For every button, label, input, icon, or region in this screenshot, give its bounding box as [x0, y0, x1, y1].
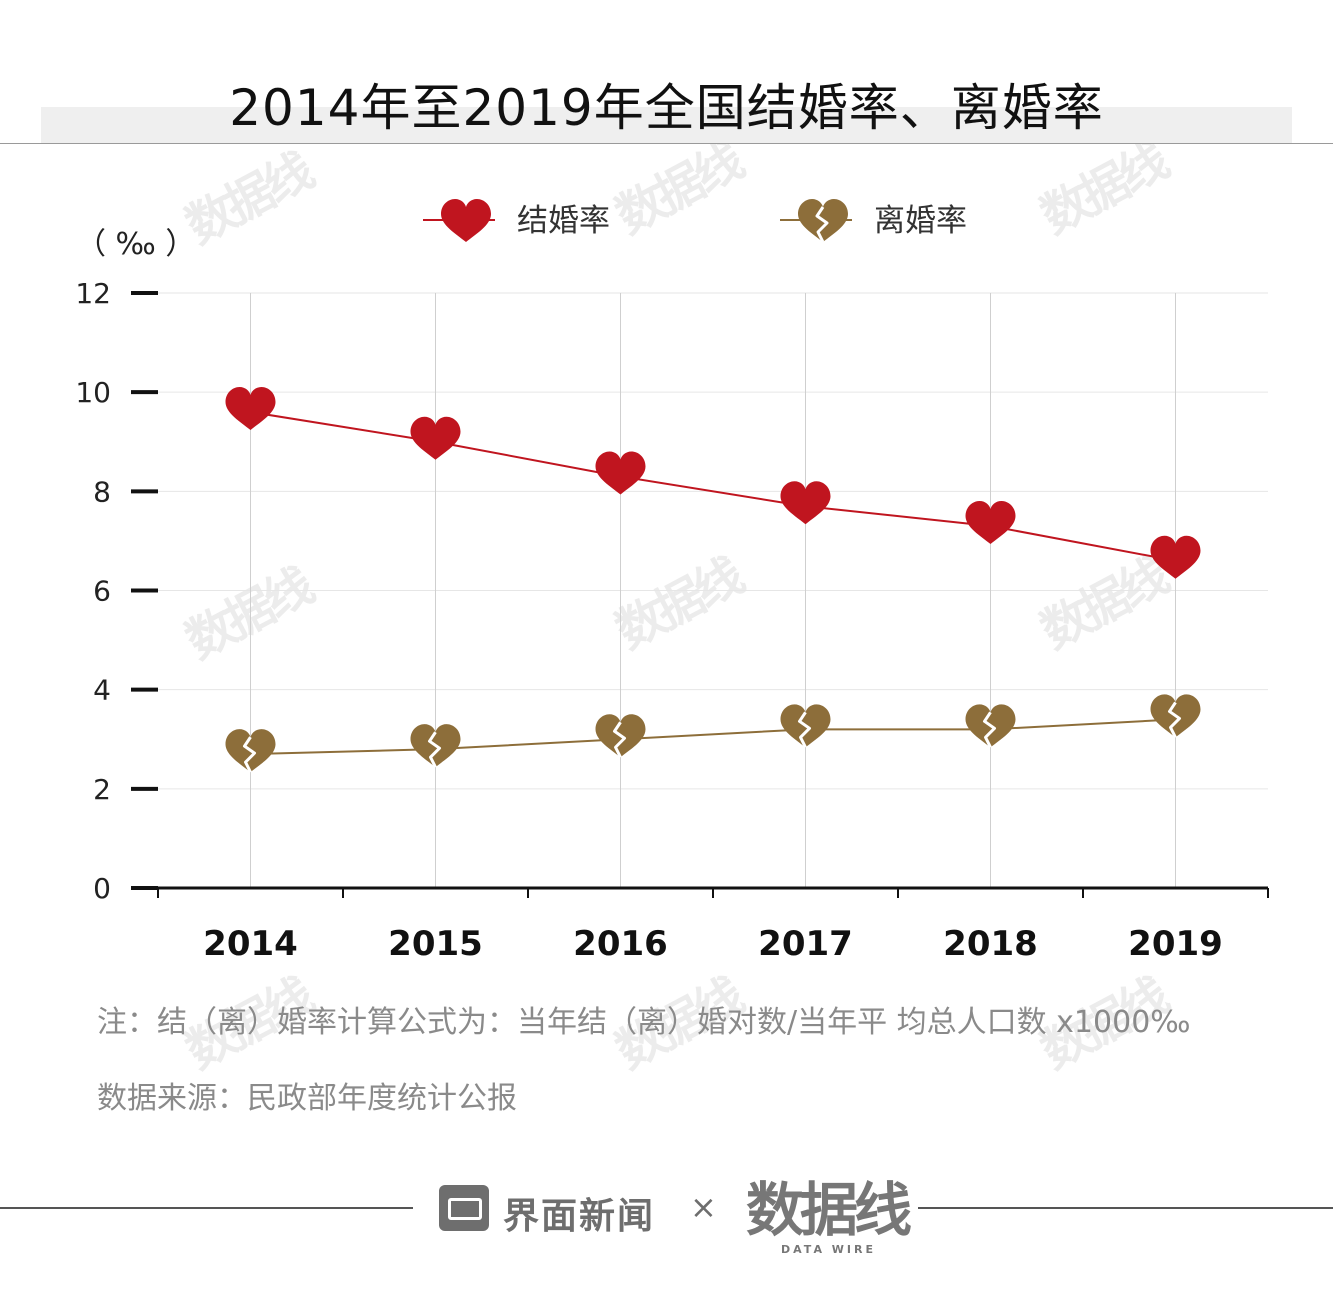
y-tick-label: 0: [93, 872, 111, 905]
title-divider: [0, 143, 1333, 144]
y-tick-label: 10: [75, 376, 111, 409]
data-point: [410, 724, 461, 768]
data-point: [225, 729, 276, 773]
data-point: [965, 704, 1016, 749]
chart-title: 2014年至2019年全国结婚率、离婚率: [229, 79, 1104, 137]
data-point: [1150, 694, 1201, 739]
x-tick-label: 2017: [758, 924, 853, 964]
legend-label: 结婚率: [517, 203, 610, 239]
x-tick-label: 2016: [573, 924, 668, 964]
y-tick-label: 4: [93, 674, 111, 707]
series-line: [250, 718, 1176, 756]
brand-separator: ×: [690, 1188, 717, 1226]
data-point: [780, 704, 831, 749]
x-tick-label: 2018: [943, 924, 1038, 964]
formula-note: 注：结（离）婚率计算公式为：当年结（离）婚对数/当年平 均总人口数 x1000‰: [97, 1005, 1191, 1040]
title-band: [41, 107, 1292, 143]
y-tick-label: 12: [75, 277, 111, 310]
data-point: [595, 714, 646, 758]
y-tick-label: 6: [93, 575, 111, 608]
broken-heart-icon: [798, 199, 848, 243]
x-tick-label: 2015: [388, 924, 483, 964]
partner-subtitle: DATA WIRE: [781, 1243, 876, 1256]
footer-divider-left: [0, 1207, 413, 1209]
jiemian-logo-icon: [439, 1185, 489, 1231]
y-unit-label: （ ‰ ）: [76, 227, 195, 262]
line-chart: 0 2 4 6 8 10 12 （ ‰ ） 2014 2015 2016 2017 2018 2019 结…: [75, 199, 1269, 964]
footer-divider-right: [918, 1207, 1333, 1209]
brand-name: 界面新闻: [503, 1196, 656, 1237]
x-tick-label: 2014: [203, 924, 298, 964]
partner-logo: 数据线: [746, 1176, 912, 1244]
y-tick-label: 8: [93, 475, 111, 508]
legend-label: 离婚率: [874, 203, 967, 239]
heart-icon: [441, 199, 491, 242]
data-source: 数据来源：民政部年度统计公报: [97, 1081, 517, 1116]
y-tick-label: 2: [93, 773, 111, 806]
series-line: [250, 411, 1176, 562]
x-tick-label: 2019: [1128, 924, 1223, 964]
